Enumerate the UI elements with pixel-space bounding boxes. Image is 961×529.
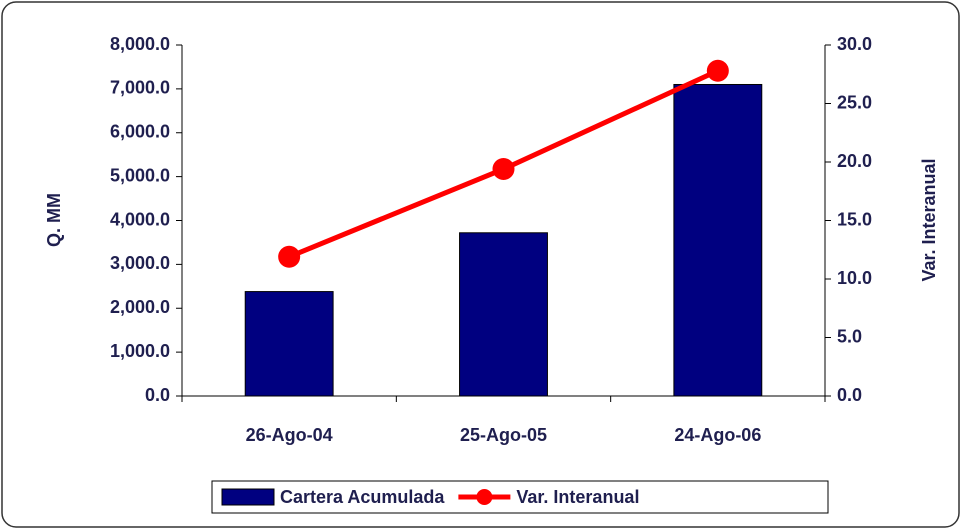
y2-tick-label: 25.0 bbox=[837, 92, 872, 112]
y2-tick-label: 20.0 bbox=[837, 151, 872, 171]
legend-label: Cartera Acumulada bbox=[280, 487, 445, 507]
y2-tick-label: 0.0 bbox=[837, 385, 862, 405]
y2-axis-label: Var. Interanual bbox=[919, 158, 939, 281]
y2-tick-label: 15.0 bbox=[837, 209, 872, 229]
legend-swatch bbox=[476, 489, 493, 505]
y2-tick-label: 10.0 bbox=[837, 268, 872, 288]
bar bbox=[244, 291, 334, 397]
y-tick-label: 0.0 bbox=[145, 385, 170, 405]
y-tick-label: 3,000.0 bbox=[110, 253, 170, 273]
x-tick-label: 24-Ago-06 bbox=[674, 425, 761, 445]
y-tick-label: 1,000.0 bbox=[110, 341, 170, 361]
y-tick-label: 6,000.0 bbox=[110, 122, 170, 142]
y-axis-label: Q. MM bbox=[44, 193, 64, 247]
legend-box bbox=[211, 480, 829, 514]
bar bbox=[459, 232, 548, 397]
x-tick-label: 25-Ago-05 bbox=[460, 425, 547, 445]
legend-swatch bbox=[221, 488, 275, 506]
marker bbox=[278, 245, 301, 268]
legend-label: Var. Interanual bbox=[516, 487, 639, 507]
bar bbox=[673, 83, 763, 397]
marker bbox=[706, 59, 729, 82]
y-tick-label: 4,000.0 bbox=[110, 209, 170, 229]
marker bbox=[492, 158, 515, 181]
y-tick-label: 8,000.0 bbox=[110, 34, 170, 54]
y2-tick-label: 30.0 bbox=[837, 34, 872, 54]
y2-tick-label: 5.0 bbox=[837, 326, 862, 346]
x-tick-label: 26-Ago-04 bbox=[246, 425, 333, 445]
y-tick-label: 5,000.0 bbox=[110, 165, 170, 185]
y-tick-label: 2,000.0 bbox=[110, 297, 170, 317]
y-tick-label: 7,000.0 bbox=[110, 78, 170, 98]
